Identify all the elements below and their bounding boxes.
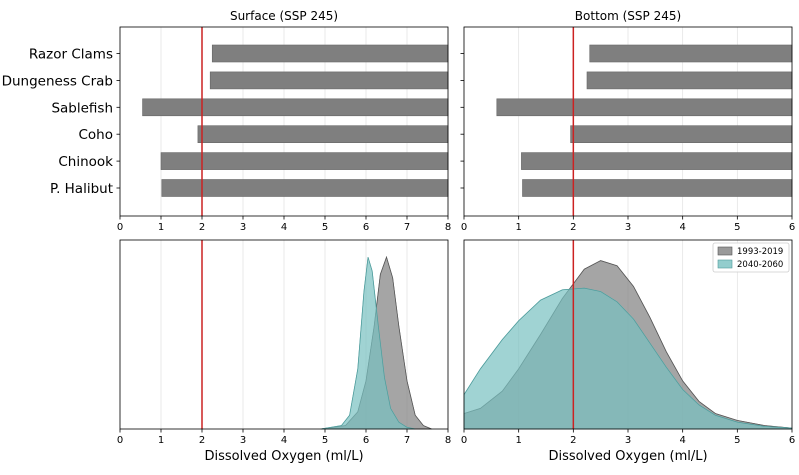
bar — [522, 179, 793, 197]
bar — [586, 71, 793, 90]
x-tick-label: 4 — [679, 435, 685, 446]
bar — [161, 179, 449, 197]
x-tick-label: 8 — [445, 222, 451, 233]
axes-frame — [463, 26, 793, 217]
x-tick-label: 0 — [461, 222, 467, 233]
x-tick-label: 6 — [363, 222, 369, 233]
x-tick-label: 5 — [734, 435, 740, 446]
x-tick-label: 1 — [158, 222, 164, 233]
legend: 1993-2019 2040-2060 — [712, 242, 790, 273]
x-tick-label: 1 — [515, 435, 521, 446]
density-line — [320, 257, 416, 430]
x-tick-label: 4 — [281, 435, 287, 446]
x-tick-label: 6 — [363, 435, 369, 446]
x-tick-label: 3 — [625, 435, 631, 446]
bar — [521, 152, 793, 170]
bar — [209, 71, 449, 90]
x-tick-label: 0 — [117, 222, 123, 233]
x-tick-label: 3 — [240, 435, 246, 446]
x-tick-label: 5 — [322, 222, 328, 233]
bar — [211, 44, 449, 63]
x-tick-label: 5 — [322, 435, 328, 446]
category-label: Chinook — [58, 154, 113, 170]
x-tick-label: 1 — [158, 435, 164, 446]
x-tick-label: 5 — [734, 222, 740, 233]
axes-frame — [119, 26, 449, 217]
panel-3: 0 1 2 3 4 5 6 Dissolved Oxygen (ml/L) 1993-2019 2… — [461, 239, 795, 464]
category-label: Dungeness Crab — [2, 73, 113, 89]
x-tick-label: 6 — [789, 222, 795, 233]
panel-title: Bottom (SSP 245) — [575, 9, 681, 23]
axes-frame — [119, 239, 449, 430]
x-tick-label: 3 — [240, 222, 246, 233]
bar — [589, 44, 793, 63]
x-tick-label: 4 — [281, 222, 287, 233]
density-line — [463, 287, 793, 429]
x-tick-label: 3 — [625, 222, 631, 233]
x-tick-label: 2 — [570, 435, 576, 446]
bar — [142, 98, 449, 117]
x-tick-label: 6 — [789, 435, 795, 446]
bar — [496, 98, 793, 117]
category-label: Sablefish — [51, 100, 113, 116]
legend-label: 2040-2060 — [737, 260, 783, 270]
x-tick-label: 8 — [445, 435, 451, 446]
category-label: Razor Clams — [29, 47, 113, 63]
x-tick-label: 1 — [515, 222, 521, 233]
legend-swatch — [717, 246, 733, 256]
x-tick-label: 0 — [461, 435, 467, 446]
panel-title: Surface (SSP 245) — [230, 9, 338, 23]
x-tick-label: 2 — [199, 435, 205, 446]
bar — [570, 125, 793, 143]
legend-swatch — [717, 259, 733, 269]
panel-0: 0 1 2 3 4 5 6 7 8 Surface (SSP 245) Razor Clams Dun… — [2, 9, 452, 233]
category-label: Coho — [78, 127, 113, 143]
x-tick-label: 4 — [679, 222, 685, 233]
x-tick-label: 7 — [404, 435, 410, 446]
x-axis-label: Dissolved Oxygen (ml/L) — [204, 449, 363, 464]
legend-label: 1993-2019 — [737, 247, 783, 257]
axes-frame — [463, 239, 793, 430]
x-tick-label: 0 — [117, 435, 123, 446]
x-tick-label: 2 — [199, 222, 205, 233]
bar — [197, 125, 449, 143]
category-label: P. Halibut — [50, 181, 113, 197]
x-tick-label: 7 — [404, 222, 410, 233]
panel-2: 0 1 2 3 4 5 6 7 8 Dissolved Oxygen (ml/L) — [117, 239, 451, 464]
bar — [160, 152, 449, 170]
x-tick-label: 2 — [570, 222, 576, 233]
x-axis-label: Dissolved Oxygen (ml/L) — [548, 449, 707, 464]
panel-1: 0 1 2 3 4 5 6 Bottom (SSP 245) — [460, 9, 795, 233]
